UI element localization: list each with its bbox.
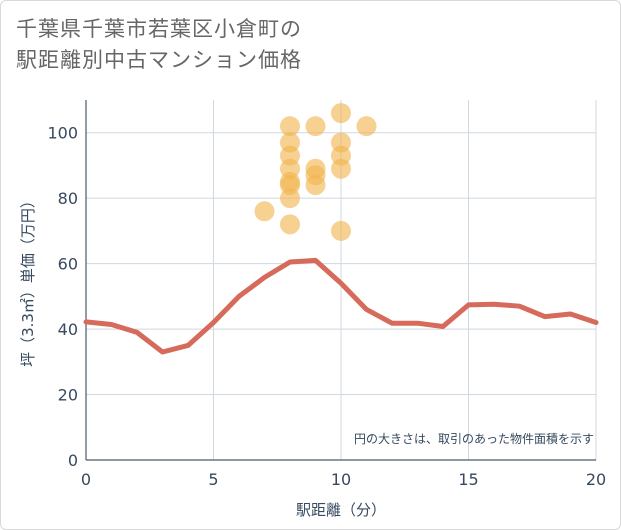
y-tick-label: 20 — [58, 386, 78, 405]
title-line-2: 駅距離別中古マンション価格 — [16, 48, 302, 72]
y-tick-label: 60 — [58, 255, 78, 274]
x-axis-label: 駅距離（分） — [296, 501, 386, 519]
scatter-point — [280, 188, 300, 209]
scatter-point — [331, 220, 351, 241]
scatter-point — [331, 158, 351, 179]
y-tick-label: 40 — [58, 320, 78, 339]
x-tick-label: 10 — [331, 470, 351, 489]
tick-labels: 0 5 10 15 20 0 20 40 60 80 100 — [47, 124, 606, 489]
x-tick-label: 5 — [208, 470, 218, 489]
grid-lines — [85, 100, 597, 461]
bubble-layer — [254, 103, 377, 241]
y-tick-label: 80 — [58, 189, 78, 208]
bubble-size-note: 円の大きさは、取引のあった物件面積を示す — [354, 431, 594, 446]
x-tick-label: 15 — [458, 470, 478, 489]
chart-title: 千葉県千葉市若葉区小倉町の 駅距離別中古マンション価格 — [16, 14, 302, 76]
scatter-point — [280, 214, 300, 235]
scatter-point — [280, 116, 300, 137]
scatter-point — [305, 175, 326, 196]
x-tick-label: 20 — [586, 470, 606, 489]
y-tick-label: 0 — [68, 451, 78, 470]
y-axis-label: 坪（3.3㎡）単価（万円） — [19, 193, 37, 367]
scatter-point — [254, 201, 275, 222]
scatter-point — [305, 116, 326, 137]
average-price-line — [83, 257, 599, 355]
x-tick-label: 0 — [81, 470, 91, 489]
y-tick-label: 100 — [47, 124, 78, 143]
scatter-point — [331, 103, 351, 124]
line-layer — [83, 257, 599, 355]
scatter-point — [356, 116, 377, 137]
title-line-1: 千葉県千葉市若葉区小倉町の — [16, 17, 302, 41]
